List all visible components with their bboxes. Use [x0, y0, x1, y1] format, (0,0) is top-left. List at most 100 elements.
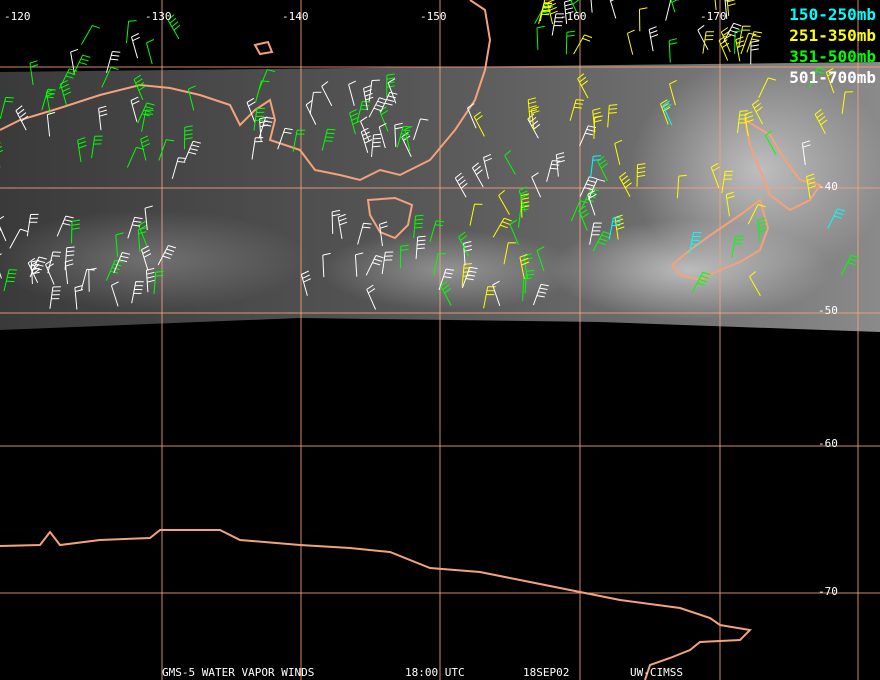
- footer-text: 18:00 UTC: [405, 666, 465, 679]
- wind-barb: [660, 99, 671, 125]
- latitude-label: -70: [818, 585, 838, 598]
- wind-barb: [522, 277, 532, 301]
- wind-barb: [331, 209, 341, 234]
- wind-barb: [721, 170, 734, 194]
- wind-barb: [461, 263, 473, 287]
- wind-barb: [735, 36, 745, 62]
- wind-barb: [349, 108, 361, 135]
- new-zealand-north: [743, 117, 822, 212]
- wind-barb: [386, 73, 395, 98]
- wind-barb: [498, 190, 510, 215]
- wind-barb: [59, 68, 78, 89]
- wind-barb: [519, 253, 530, 279]
- wind-barb: [668, 38, 678, 63]
- wind-barb: [158, 139, 175, 161]
- legend-entry: 501-700mb: [789, 68, 876, 87]
- wind-barb: [259, 116, 269, 141]
- wind-barb: [614, 139, 623, 165]
- longitude-label: -160: [560, 10, 587, 23]
- labels: -120 -130 -140 -150 -160 -170 -40 -50 -60 -70 150-…: [4, 5, 876, 679]
- wind-barb: [577, 73, 589, 99]
- wind-barb: [126, 20, 137, 44]
- wind-barb: [379, 221, 388, 247]
- latitude-label: -40: [818, 180, 838, 193]
- wind-barb: [360, 116, 370, 142]
- wind-barb: [827, 208, 846, 229]
- latitude-label: -60: [818, 437, 838, 450]
- wind-barb: [56, 215, 74, 237]
- wind-barb: [692, 271, 711, 293]
- wind-barb: [157, 245, 177, 266]
- wind-barb: [130, 96, 140, 122]
- wind-barb: [46, 111, 56, 137]
- wind-barb: [440, 280, 452, 306]
- cloud-mass: [0, 210, 310, 310]
- wind-barb: [814, 109, 828, 134]
- legend-entry: 351-500mb: [789, 47, 876, 66]
- wind-barb: [639, 7, 648, 32]
- wind-barb: [64, 246, 75, 270]
- wind-barb: [255, 80, 270, 103]
- wind-barb: [469, 203, 483, 226]
- wind-barb: [167, 14, 181, 40]
- wind-barb: [841, 91, 854, 114]
- wind-barb: [292, 129, 306, 152]
- wind-barb: [246, 97, 256, 124]
- legend-entry: 251-350mb: [789, 26, 876, 45]
- wind-barb: [503, 242, 517, 265]
- wind-barb: [750, 40, 759, 65]
- wind-barb: [734, 30, 744, 54]
- wind-barb: [538, 2, 553, 25]
- wind-barb: [718, 35, 730, 61]
- wind-barb: [722, 22, 742, 43]
- wind-barb: [91, 135, 103, 159]
- wind-barb: [551, 13, 564, 36]
- wind-barb: [127, 216, 143, 239]
- wind-barb: [463, 241, 473, 266]
- wind-barb: [669, 79, 677, 106]
- wind-barb: [113, 252, 131, 274]
- wind-barb: [365, 255, 384, 276]
- wind-barb: [454, 172, 468, 198]
- wind-barb: [354, 252, 364, 277]
- wind-barb: [702, 31, 715, 54]
- wind-barb: [840, 254, 859, 276]
- wind-barb: [133, 74, 146, 100]
- wind-barb: [80, 25, 100, 45]
- wind-barb: [300, 270, 312, 296]
- wind-barb: [573, 34, 593, 55]
- wind-barb: [744, 111, 754, 137]
- wind-barb: [569, 99, 585, 121]
- wind-barb: [536, 25, 545, 50]
- wind-barb: [80, 268, 95, 291]
- wind-barb: [518, 186, 529, 212]
- wind-barb: [801, 140, 811, 166]
- wind-barb: [483, 153, 492, 180]
- wind-barb: [413, 214, 424, 239]
- wind-barb: [49, 286, 61, 309]
- wind-barb: [77, 137, 87, 162]
- wind-barb: [413, 118, 429, 140]
- wind-barb: [29, 60, 39, 85]
- wind-barb: [565, 30, 575, 55]
- longitude-label: -130: [145, 10, 172, 23]
- wind-barb: [614, 214, 625, 240]
- wind-barb: [433, 253, 447, 276]
- wind-barb: [47, 251, 61, 274]
- wind-barb: [394, 122, 403, 147]
- wind-barb: [731, 235, 744, 258]
- wind-barb: [115, 232, 124, 257]
- wind-barb: [808, 67, 826, 89]
- wind-barb: [251, 137, 264, 160]
- new-zealand-south: [670, 198, 770, 282]
- wind-barb: [458, 231, 470, 257]
- wind-barb: [579, 125, 597, 147]
- longitude-label: -170: [700, 10, 727, 23]
- wind-barb: [592, 231, 612, 252]
- wind-barb: [593, 115, 603, 140]
- wind-barb: [509, 219, 519, 245]
- wind-barb: [626, 29, 635, 55]
- wind-barb: [527, 97, 538, 122]
